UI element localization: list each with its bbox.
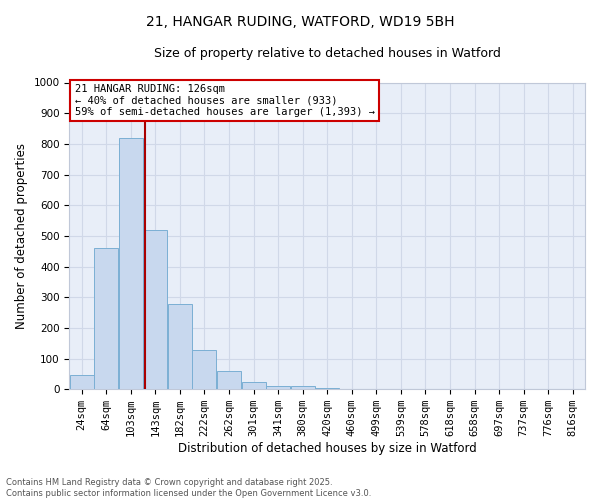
Bar (168, 304, 192, 389)
Text: Contains HM Land Registry data © Crown copyright and database right 2025.
Contai: Contains HM Land Registry data © Crown c… (6, 478, 371, 498)
Bar (94, 248, 118, 389)
Bar (266, 386, 290, 389)
Bar (242, 382, 266, 389)
Bar (193, 350, 217, 389)
X-axis label: Distribution of detached houses by size in Watford: Distribution of detached houses by size … (178, 442, 476, 455)
Text: 21 HANGAR RUDING: 126sqm
← 40% of detached houses are smaller (933)
59% of semi-: 21 HANGAR RUDING: 126sqm ← 40% of detach… (74, 84, 374, 117)
Bar (143, 230, 167, 389)
Bar (70, 376, 94, 389)
Y-axis label: Number of detached properties: Number of detached properties (15, 143, 28, 329)
Bar (217, 372, 241, 389)
Bar (315, 388, 339, 389)
Title: Size of property relative to detached houses in Watford: Size of property relative to detached ho… (154, 48, 500, 60)
Text: 21, HANGAR RUDING, WATFORD, WD19 5BH: 21, HANGAR RUDING, WATFORD, WD19 5BH (146, 15, 454, 29)
Bar (119, 138, 143, 389)
Bar (290, 386, 314, 389)
